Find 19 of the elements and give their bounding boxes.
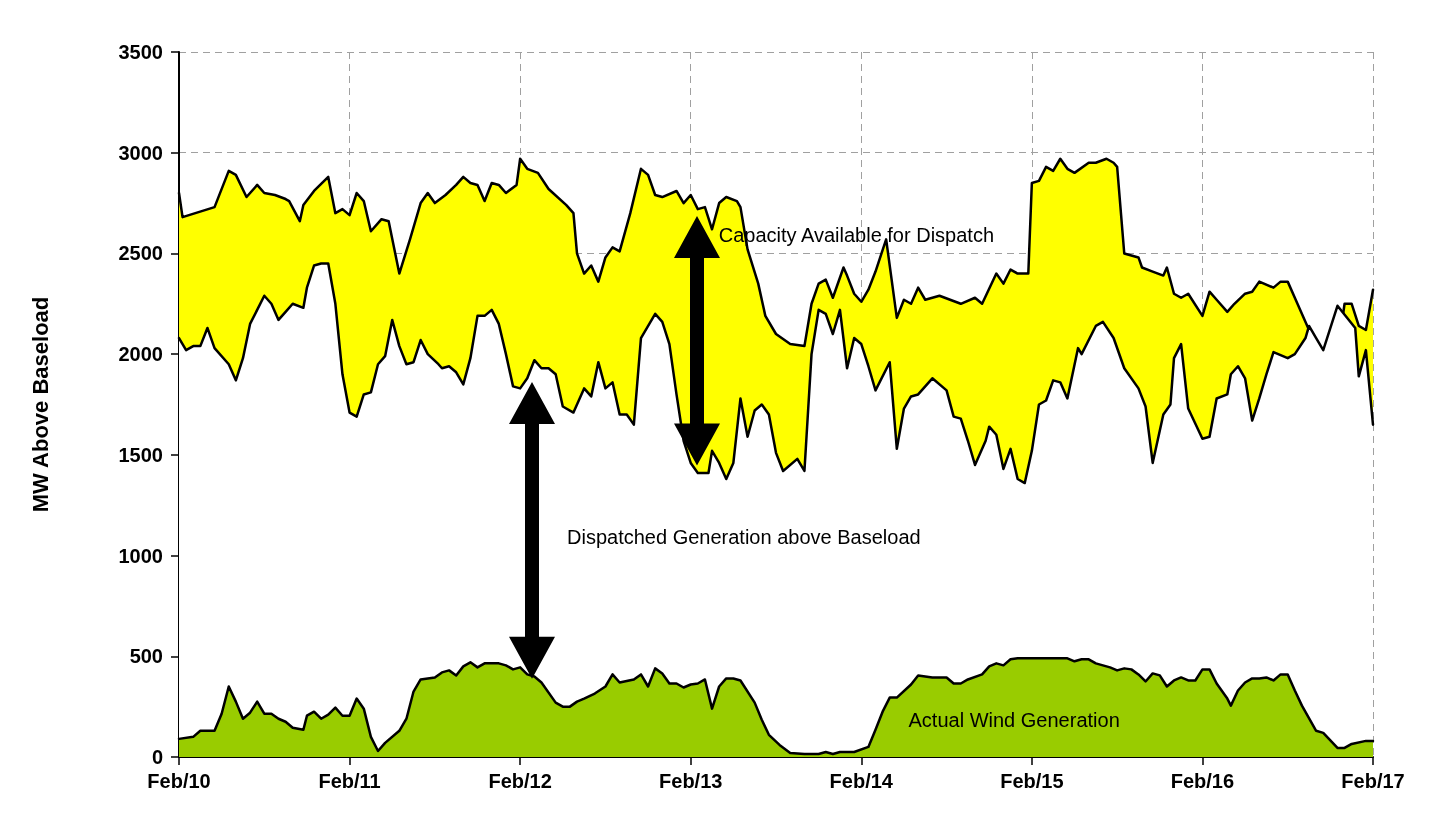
annotation: Actual Wind Generation xyxy=(908,709,1120,732)
x-tick-label: Feb/11 xyxy=(318,770,381,792)
y-tick-label: 2000 xyxy=(118,343,163,366)
y-axis-title: MW Above Baseload xyxy=(27,296,53,513)
x-tick-label: Feb/17 xyxy=(1341,770,1405,792)
x-tick-label: Feb/15 xyxy=(1000,770,1064,792)
x-tick-label: Feb/14 xyxy=(829,770,894,792)
x-tick-label: Feb/10 xyxy=(147,770,211,792)
y-tick-label: 2500 xyxy=(118,242,163,265)
x-tick-label: Feb/12 xyxy=(488,770,552,792)
y-tick-label: 1000 xyxy=(118,544,163,567)
y-tick-label: 3500 xyxy=(118,41,163,63)
y-tick-label: 1500 xyxy=(118,443,163,466)
x-tick-label: Feb/13 xyxy=(659,770,723,792)
y-tick-label: 0 xyxy=(151,746,163,768)
annotation: Dispatched Generation above Baseload xyxy=(567,526,921,549)
y-tick-label: 3000 xyxy=(118,141,163,164)
x-tick-label: Feb/16 xyxy=(1170,770,1235,792)
y-tick-label: 500 xyxy=(129,645,163,668)
